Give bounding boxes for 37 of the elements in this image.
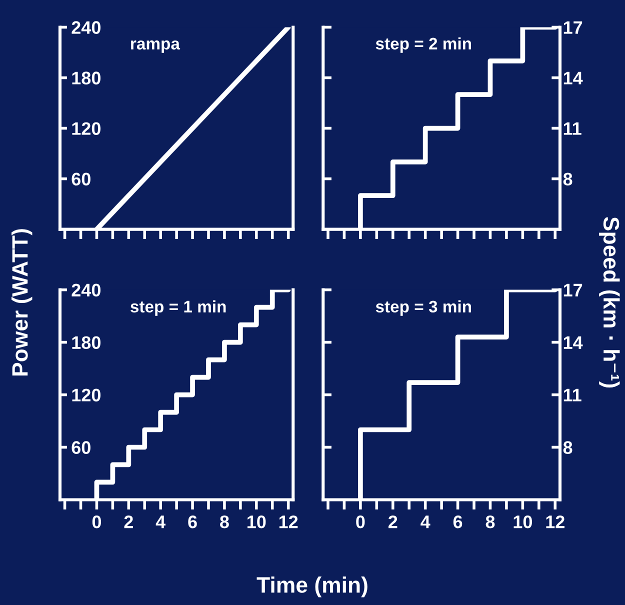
y-tick-label: 180 <box>72 72 100 84</box>
text: step = 2 min <box>376 37 471 53</box>
x-tick-label: 2 <box>388 515 398 528</box>
y-tick-label: 14 <box>564 72 583 84</box>
x-tick-label: 8 <box>220 515 229 528</box>
text: step = 3 min <box>376 300 471 316</box>
y-tick-label: 120 <box>72 122 100 135</box>
x-tick-label: 2 <box>124 515 133 528</box>
y-tick-label: 17 <box>564 21 582 34</box>
x-tick-label: 0 <box>92 515 102 528</box>
x-tick-label: 4 <box>156 516 166 528</box>
x-axis-title: Time (min) <box>256 576 368 598</box>
y-tick-label: 8 <box>563 441 572 454</box>
y-axis-title: Power (WATT) <box>12 229 32 376</box>
y-axis-title: Speed (km · h⁻¹) <box>599 217 620 388</box>
x-tick-label: 8 <box>486 515 495 528</box>
text: step = 1 min <box>130 300 226 316</box>
x-tick-label: 10 <box>247 515 266 528</box>
y-tick-label: 120 <box>72 388 100 402</box>
y-tick-label: 240 <box>72 21 100 34</box>
x-tick-label: 10 <box>514 515 532 528</box>
y-tick-label: 240 <box>72 284 100 297</box>
x-tick-label: 6 <box>188 515 197 528</box>
y-tick-label: 180 <box>72 336 100 349</box>
y-tick-label: 60 <box>72 441 90 454</box>
y-tick-label: 8 <box>563 172 572 186</box>
y-tick-label: 14 <box>564 336 583 349</box>
x-tick-label: 0 <box>356 515 365 528</box>
x-tick-label: 4 <box>420 516 430 528</box>
x-tick-label: 6 <box>453 515 462 528</box>
y-tick-label: 17 <box>564 284 582 296</box>
x-tick-label: 12 <box>279 515 298 528</box>
x-tick-label: 12 <box>546 515 564 528</box>
y-tick-label: 11 <box>564 388 582 402</box>
text: rampa <box>131 40 180 53</box>
y-tick-label: 60 <box>72 172 90 186</box>
y-tick-label: 11 <box>564 122 582 135</box>
